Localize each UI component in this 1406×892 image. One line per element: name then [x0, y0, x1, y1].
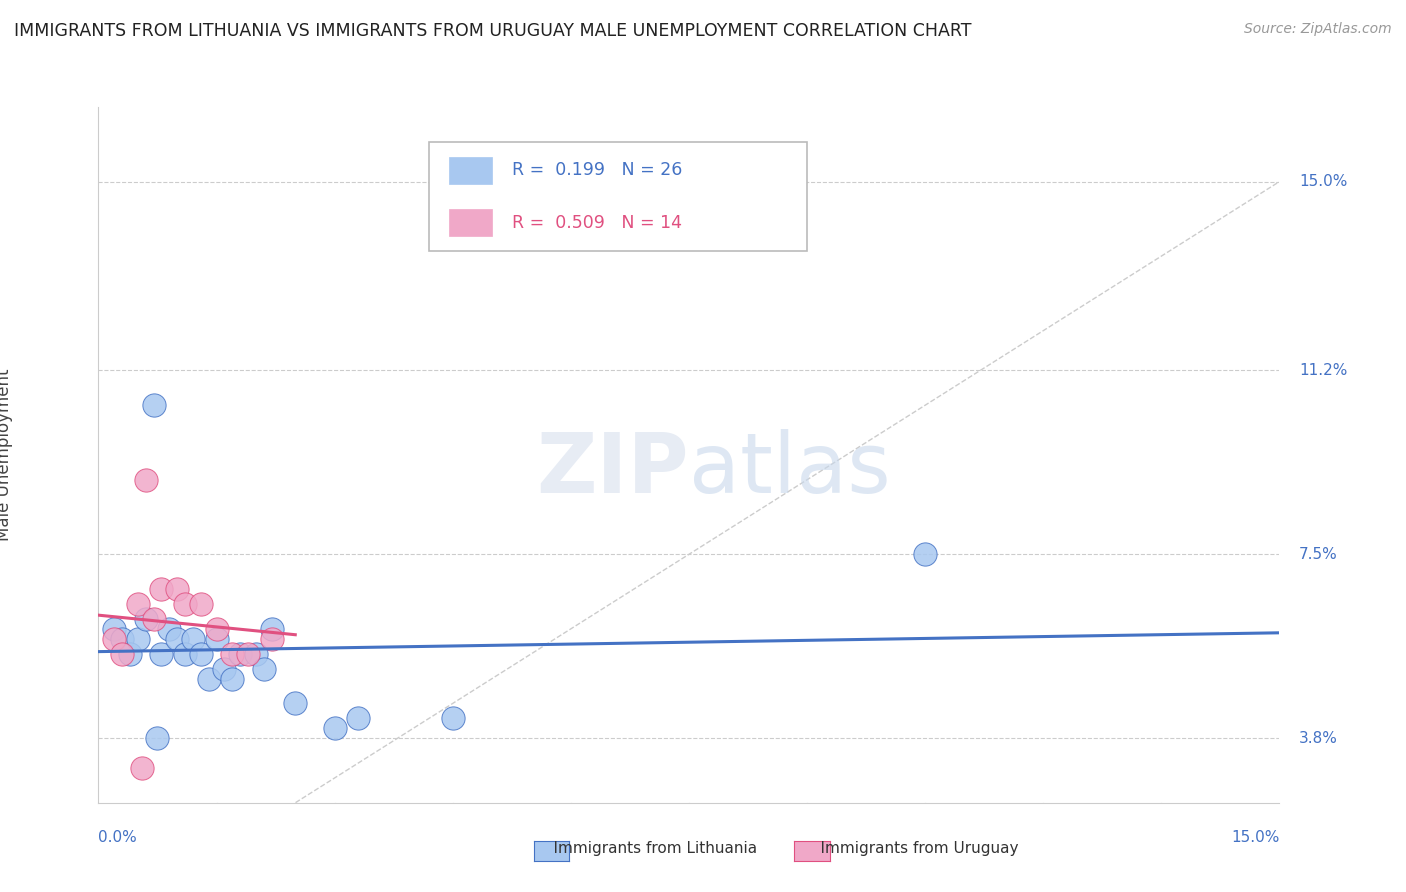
Point	[174, 647, 197, 661]
Text: R =  0.199   N = 26: R = 0.199 N = 26	[512, 161, 682, 179]
Text: 3.8%: 3.8%	[1299, 731, 1339, 746]
Text: R =  0.509   N = 14: R = 0.509 N = 14	[512, 213, 682, 232]
Point	[323, 721, 346, 735]
Text: ZIP: ZIP	[537, 429, 689, 510]
Point	[221, 647, 243, 661]
Text: 0.0%: 0.0%	[98, 830, 138, 845]
Point	[146, 731, 169, 746]
Point	[190, 597, 212, 611]
Point	[236, 647, 259, 661]
Point	[214, 662, 236, 676]
Point	[157, 622, 180, 636]
FancyBboxPatch shape	[429, 142, 807, 252]
Point	[142, 612, 165, 626]
Point	[441, 711, 464, 725]
Text: Male Unemployment: Male Unemployment	[0, 368, 13, 541]
Point	[131, 761, 153, 775]
Text: 7.5%: 7.5%	[1299, 547, 1339, 562]
Point	[221, 672, 243, 686]
Point	[103, 632, 125, 646]
Point	[190, 647, 212, 661]
Point	[284, 697, 307, 711]
Point	[127, 597, 149, 611]
Point	[197, 672, 219, 686]
Text: atlas: atlas	[689, 429, 890, 510]
Text: 15.0%: 15.0%	[1232, 830, 1279, 845]
Point	[150, 647, 173, 661]
Text: 15.0%: 15.0%	[1299, 174, 1347, 189]
Point	[142, 398, 165, 412]
Point	[150, 582, 173, 596]
Point	[111, 632, 134, 646]
Point	[253, 662, 276, 676]
Bar	[449, 157, 492, 184]
Point	[174, 597, 197, 611]
Text: 11.2%: 11.2%	[1299, 363, 1347, 378]
Point	[205, 632, 228, 646]
Text: Immigrants from Lithuania: Immigrants from Lithuania	[534, 841, 758, 856]
Bar	[449, 209, 492, 236]
Point	[245, 647, 267, 661]
Point	[260, 632, 283, 646]
Text: IMMIGRANTS FROM LITHUANIA VS IMMIGRANTS FROM URUGUAY MALE UNEMPLOYMENT CORRELATI: IMMIGRANTS FROM LITHUANIA VS IMMIGRANTS …	[14, 22, 972, 40]
Point	[135, 473, 157, 487]
Point	[135, 612, 157, 626]
Point	[103, 622, 125, 636]
Point	[118, 647, 141, 661]
Point	[229, 647, 252, 661]
Point	[166, 582, 188, 596]
Point	[127, 632, 149, 646]
Text: Source: ZipAtlas.com: Source: ZipAtlas.com	[1244, 22, 1392, 37]
Point	[347, 711, 370, 725]
Point	[181, 632, 204, 646]
Point	[166, 632, 188, 646]
Point	[205, 622, 228, 636]
Point	[111, 647, 134, 661]
Text: Immigrants from Uruguay: Immigrants from Uruguay	[801, 841, 1019, 856]
Point	[260, 622, 283, 636]
Point	[914, 547, 936, 561]
